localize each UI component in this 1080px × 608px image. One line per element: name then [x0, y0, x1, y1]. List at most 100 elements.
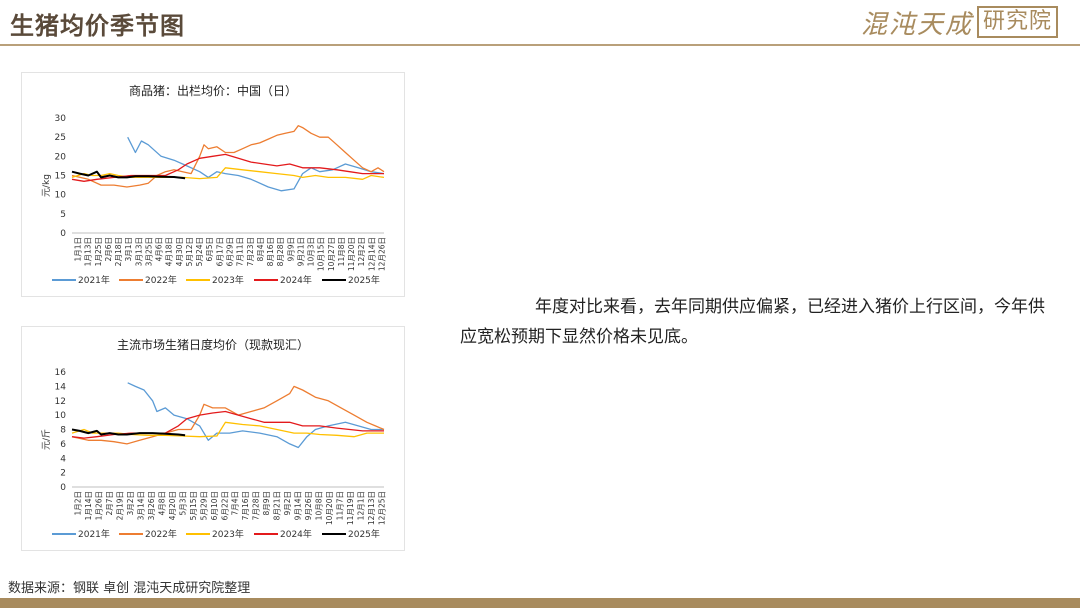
legend-label-2025: 2025年	[348, 528, 380, 540]
data-source: 数据来源：钢联 卓创 混沌天成研究院整理	[8, 581, 251, 596]
x-tick-label: 11月8日	[337, 237, 346, 266]
x-tick-label: 8月28日	[276, 237, 285, 266]
legend-label-2021: 2021年	[78, 274, 110, 286]
legend-label-2023: 2023年	[212, 528, 244, 540]
x-tick-label: 10月8日	[315, 491, 324, 520]
x-tick-label: 4月18日	[165, 237, 174, 266]
x-tick-label: 1月1日	[74, 237, 83, 262]
brand-name: 混沌天成	[860, 9, 973, 40]
y-tick-label: 30	[55, 114, 67, 124]
x-tick-label: 7月4日	[231, 491, 240, 516]
legend-label-2024: 2024年	[280, 528, 312, 540]
x-tick-label: 2月18日	[114, 237, 123, 266]
chart-mainstream-market-price: 主流市场生猪日度均价（现款现汇） 0 2 4 6 8 10 12 14 16 元/斤 1月2日 1月14…	[41, 337, 387, 540]
x-tick-label: 4月20日	[168, 491, 177, 520]
chart-title: 主流市场生猪日度均价（现款现汇）	[117, 337, 309, 352]
x-tick-label: 3月25日	[144, 237, 153, 266]
x-tick-label: 2月7日	[105, 491, 114, 516]
analysis-text: 年度对比来看，去年同期供应偏紧，已经进入猪价上行区间，今年供应宽松预期下显然价格…	[460, 297, 1045, 347]
x-tick-label: 5月12日	[185, 237, 194, 266]
x-tick-label: 7月11日	[236, 237, 245, 266]
y-tick-label: 10	[55, 411, 67, 421]
y-tick-label: 25	[55, 133, 66, 143]
series-line-2025	[71, 428, 186, 437]
y-tick-label: 6	[60, 440, 66, 450]
x-tick-label: 11月7日	[336, 491, 345, 520]
y-tick-label: 15	[55, 172, 66, 182]
x-tick-label: 9月26日	[304, 491, 313, 520]
series-line-2025	[71, 170, 186, 180]
x-tick-label: 1月25日	[94, 237, 103, 266]
legend-label-2022: 2022年	[145, 274, 177, 286]
legend-label-2021: 2021年	[78, 528, 110, 540]
brand-logo: 混沌天成 研究院	[860, 6, 1058, 40]
series-line-2023	[71, 167, 385, 180]
x-tick-label: 2月6日	[104, 237, 113, 262]
x-tick-label: 10月15日	[317, 237, 326, 271]
x-tick-label: 3月2日	[126, 491, 135, 516]
legend-label-2024: 2024年	[280, 274, 312, 286]
x-tick-label: 10月20日	[325, 491, 334, 525]
x-tick-label: 11月19日	[346, 491, 355, 525]
x-tick-label: 3月14日	[136, 491, 145, 520]
series-line-2024	[71, 153, 384, 182]
y-tick-label: 20	[55, 152, 67, 162]
brand-institute: 研究院	[976, 6, 1058, 38]
y-tick-label: 8	[60, 426, 66, 436]
x-tick-label: 6月22日	[220, 491, 229, 520]
x-tick-label: 12月13日	[367, 491, 376, 525]
y-tick-label: 12	[55, 397, 66, 407]
x-tick-label: 5月3日	[178, 491, 187, 516]
chart-title: 商品猪：出栏均价：中国（日）	[129, 83, 297, 98]
x-tick-label: 9月14日	[294, 491, 303, 520]
x-tick-label: 8月21日	[273, 491, 282, 520]
series-line-2021	[127, 136, 385, 192]
y-tick-label: 5	[60, 210, 66, 220]
x-tick-label: 3月13日	[134, 237, 143, 266]
y-tick-label: 14	[55, 382, 67, 392]
legend-label-2025: 2025年	[348, 274, 380, 286]
x-tick-label: 6月29日	[226, 237, 235, 266]
x-tick-label: 11月20日	[347, 237, 356, 271]
x-tick-label: 6月10日	[210, 491, 219, 520]
series-line-2024	[71, 410, 384, 439]
series-line-2022	[71, 125, 385, 188]
y-axis-label: 元/kg	[42, 174, 52, 197]
x-tick-label: 1月13日	[84, 237, 93, 266]
y-tick-label: 0	[60, 483, 66, 493]
y-tick-label: 0	[60, 229, 66, 239]
x-tick-label: 12月2日	[357, 237, 366, 266]
x-tick-label: 7月28日	[252, 491, 261, 520]
x-tick-label: 5月29日	[199, 491, 208, 520]
chart-panel-1: 商品猪：出栏均价：中国（日） 0 5 10 15 20 25 30 元/kg 1月1日 1月13日 1…	[21, 72, 405, 297]
footer-bar	[0, 598, 1080, 608]
x-tick-label: 9月21日	[296, 237, 305, 266]
series-line-2021	[127, 382, 384, 449]
x-tick-label: 1月2日	[74, 491, 83, 516]
x-tick-label: 12月14日	[367, 237, 376, 271]
x-tick-label: 12月25日	[378, 491, 387, 525]
x-tick-label: 1月14日	[84, 491, 93, 520]
x-tick-label: 10月27日	[327, 237, 336, 271]
x-tick-label: 12月26日	[378, 237, 387, 271]
x-tick-label: 4月30日	[175, 237, 184, 266]
header-divider	[0, 44, 1080, 46]
x-tick-label: 8月9日	[262, 491, 271, 516]
x-tick-label: 1月26日	[94, 491, 103, 520]
x-tick-label: 6月17日	[215, 237, 224, 266]
x-tick-label: 9月9日	[286, 237, 295, 262]
x-tick-label: 6月5日	[205, 237, 214, 262]
x-tick-label: 3月26日	[147, 491, 156, 520]
y-tick-label: 4	[60, 454, 66, 464]
x-tick-label: 4月8日	[157, 491, 166, 516]
y-axis-label: 元/斤	[41, 429, 52, 450]
x-tick-label: 8月16日	[266, 237, 275, 266]
legend-label-2022: 2022年	[145, 528, 177, 540]
y-tick-label: 16	[55, 368, 67, 378]
series-line-2022	[71, 385, 385, 445]
x-tick-label: 7月23日	[246, 237, 255, 266]
x-tick-label: 3月1日	[124, 237, 133, 262]
x-tick-label: 9月2日	[283, 491, 292, 516]
x-tick-label: 5月15日	[189, 491, 198, 520]
